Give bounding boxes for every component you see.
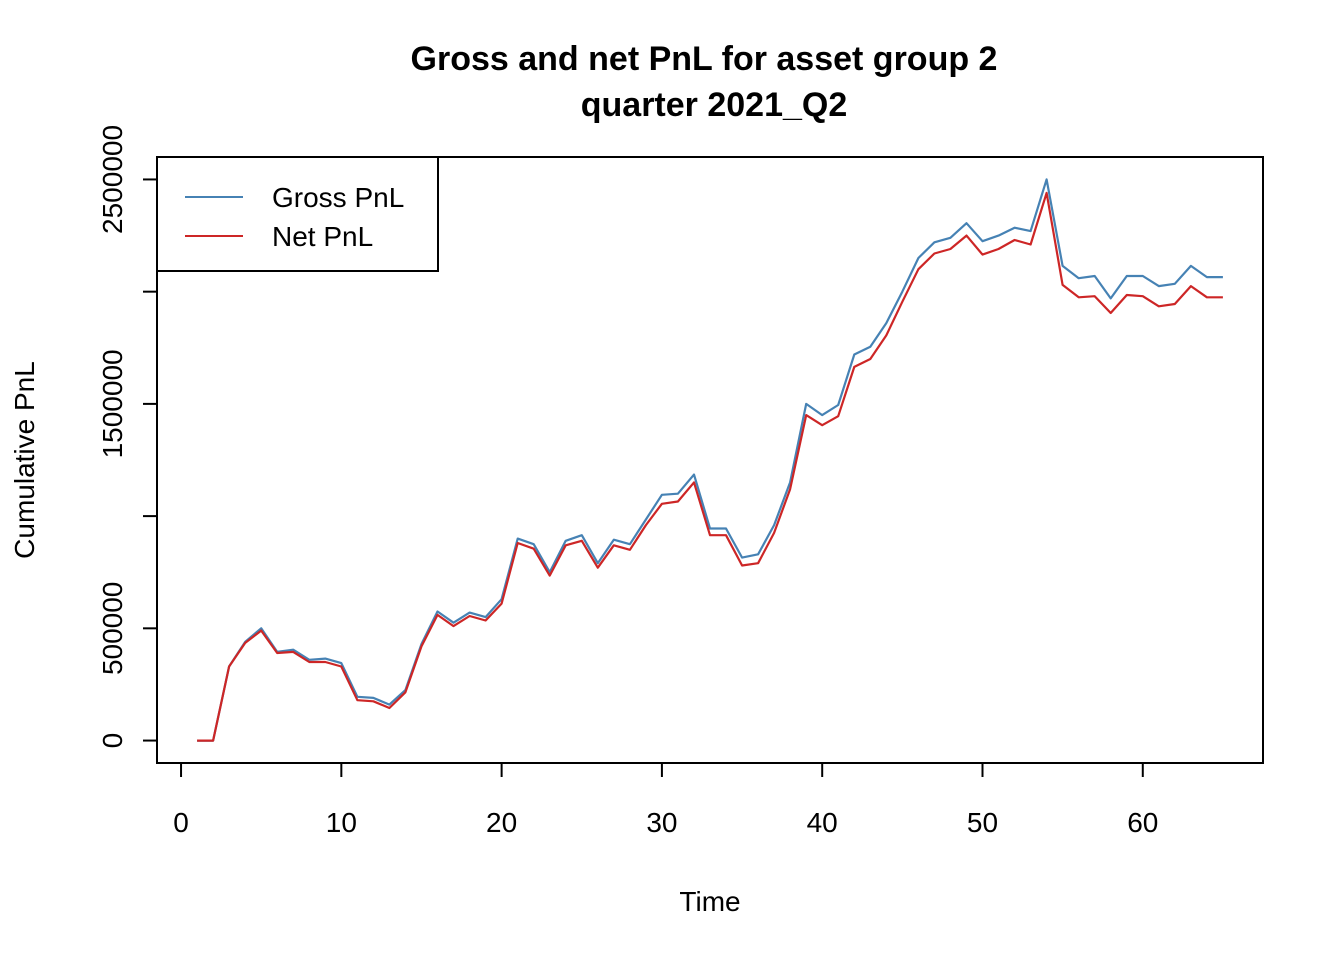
x-tick-label: 0 bbox=[173, 807, 189, 838]
legend-label-gross-pnl: Gross PnL bbox=[272, 182, 404, 213]
x-tick-label: 30 bbox=[646, 807, 677, 838]
legend: Gross PnL Net PnL bbox=[156, 156, 439, 272]
legend-box bbox=[156, 156, 439, 272]
x-tick-label: 20 bbox=[486, 807, 517, 838]
series-layer bbox=[197, 178, 1223, 742]
series-line-gross-pnl bbox=[197, 178, 1223, 742]
y-axis: 0 500000 1500000 2500000 bbox=[97, 125, 158, 749]
x-axis-label: Time bbox=[679, 886, 740, 917]
x-axis: 0 10 20 30 40 50 60 bbox=[173, 762, 1158, 838]
y-tick-label: 0 bbox=[97, 733, 128, 749]
series-line-net-pnl bbox=[197, 191, 1223, 742]
x-tick-label: 60 bbox=[1127, 807, 1158, 838]
y-axis-label: Cumulative PnL bbox=[9, 361, 40, 559]
chart-title-line1: Gross and net PnL for asset group 2 bbox=[411, 40, 998, 78]
y-tick-label: 1500000 bbox=[97, 349, 128, 458]
legend-label-net-pnl: Net PnL bbox=[272, 221, 373, 252]
x-tick-label: 10 bbox=[326, 807, 357, 838]
x-tick-label: 50 bbox=[967, 807, 998, 838]
chart-title-line2: quarter 2021_Q2 bbox=[581, 86, 848, 124]
x-tick-label: 40 bbox=[807, 807, 838, 838]
y-tick-label: 500000 bbox=[97, 582, 128, 675]
y-tick-label: 2500000 bbox=[97, 125, 128, 234]
